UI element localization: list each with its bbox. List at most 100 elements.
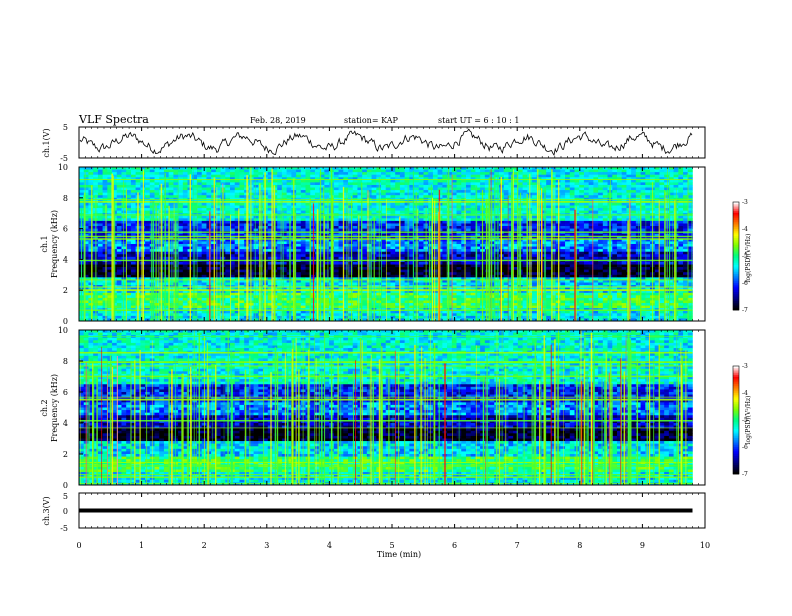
spectrogram-cell <box>621 246 627 250</box>
spectrogram-cell <box>258 236 264 240</box>
spectrogram-cell <box>456 251 462 255</box>
spectrogram-cell <box>296 244 302 247</box>
spectrogram-cell <box>541 220 547 224</box>
spectrogram-cell <box>626 202 632 206</box>
spectrogram-cell <box>201 182 207 186</box>
spectrogram-cell <box>201 241 207 245</box>
spectrogram-cell <box>135 190 141 193</box>
spectrogram-cell <box>357 192 363 196</box>
spectrogram-cell <box>593 228 599 232</box>
spectrogram-cell <box>347 179 354 183</box>
spectrogram-cell <box>234 264 240 268</box>
spectrogram-cell <box>112 174 118 178</box>
spectrogram-cell <box>376 184 382 188</box>
spectrogram-cell <box>508 169 514 173</box>
spectrogram-cell <box>659 174 665 178</box>
spectrogram-cell <box>333 202 339 206</box>
spectrogram-cell <box>286 233 292 237</box>
spectrogram-cell <box>447 202 453 206</box>
spectrogram-cell <box>135 172 141 175</box>
spectrogram-cell <box>546 261 552 265</box>
spectrogram-cell <box>640 210 646 214</box>
spectrogram-cell <box>428 246 434 250</box>
spectrogram-cell <box>640 179 646 183</box>
spectrogram-cell <box>442 223 448 227</box>
spectrogram-cell <box>102 182 108 186</box>
spectrogram-cell <box>116 177 122 181</box>
spectrogram-cell <box>593 205 599 209</box>
spectrogram-cell <box>664 223 670 227</box>
spectrogram-cell <box>687 179 693 183</box>
spectrogram-cell <box>541 241 547 245</box>
spectrogram-cell <box>352 169 358 173</box>
spectrogram-cell <box>678 261 684 265</box>
spectrogram-cell <box>541 238 547 242</box>
spectrogram-cell <box>390 167 396 170</box>
spectrogram-cell <box>83 238 89 242</box>
spectrogram-cell <box>97 244 103 247</box>
spectrogram-cell <box>522 179 528 183</box>
spectrogram-cell <box>484 179 490 183</box>
spectrogram-cell <box>664 179 670 183</box>
spectrogram-cell <box>267 236 273 240</box>
spectrogram-cell <box>371 177 377 181</box>
spectrogram-cell <box>574 167 580 170</box>
spectrogram-cell <box>451 238 457 242</box>
spectrogram-cell <box>333 254 339 258</box>
spectrogram-cell <box>470 218 476 222</box>
spectrogram-cell <box>461 184 467 188</box>
spectrogram-cell <box>626 172 632 175</box>
spectrogram-cell <box>673 177 679 181</box>
spectrogram-cell <box>683 169 689 173</box>
spectrogram-cell <box>503 256 509 260</box>
spectrogram-cell <box>390 215 396 219</box>
spectrogram-cell <box>664 184 670 188</box>
spectrogram-cell <box>404 177 410 181</box>
spectrogram-cell <box>168 167 174 170</box>
spectrogram-cell <box>121 236 127 240</box>
spectrogram-cell <box>258 174 264 178</box>
spectrogram-cell <box>201 249 207 252</box>
spectrogram-cell <box>319 210 325 214</box>
spectrogram-cell <box>432 208 438 211</box>
spectrogram-cell <box>296 228 302 232</box>
spectrogram-cell <box>631 208 637 211</box>
spectrogram-cell <box>565 174 571 178</box>
spectrogram-cell <box>616 190 622 193</box>
spectrogram-cell <box>239 249 245 252</box>
spectrogram-cell <box>107 256 113 260</box>
spectrogram-cell <box>296 179 302 183</box>
spectrogram-cell <box>83 220 89 224</box>
spectrogram-cell <box>668 192 674 196</box>
spectrogram-cell <box>626 215 632 219</box>
spectrogram-cell <box>588 215 594 219</box>
spectrogram-cell <box>130 179 136 183</box>
spectrogram-cell <box>291 172 297 175</box>
spectrogram-cell <box>338 210 344 214</box>
spectrogram-cell <box>432 174 438 178</box>
spectrogram-cell <box>616 169 622 173</box>
spectrogram-cell <box>494 184 500 188</box>
spectrogram-cell <box>324 174 330 178</box>
spectrogram-cell <box>418 192 424 196</box>
spectrogram-cell <box>79 192 85 196</box>
spectrogram-cell <box>230 228 236 232</box>
spectrogram-cell <box>347 233 354 237</box>
spectrogram-cell <box>121 228 127 232</box>
spectrogram-cell <box>220 174 226 178</box>
spectrogram-cell <box>83 215 89 219</box>
spectrogram-cell <box>616 208 622 211</box>
spectrogram-cell <box>621 233 627 237</box>
spectrogram-cell <box>612 192 618 196</box>
spectrogram-cell <box>489 174 495 178</box>
spectrogram-cell <box>126 195 132 199</box>
spectrogram-cell <box>206 172 212 175</box>
spectrogram-cell <box>211 220 217 224</box>
spectrogram-cell <box>253 251 259 255</box>
spectrogram-cell <box>163 182 169 186</box>
spectrogram-cell <box>465 210 471 214</box>
spectrogram-cell <box>475 251 481 255</box>
spectrogram-cell <box>286 223 292 227</box>
spectrogram-cell <box>640 238 646 242</box>
spectrogram-cell <box>678 238 684 242</box>
